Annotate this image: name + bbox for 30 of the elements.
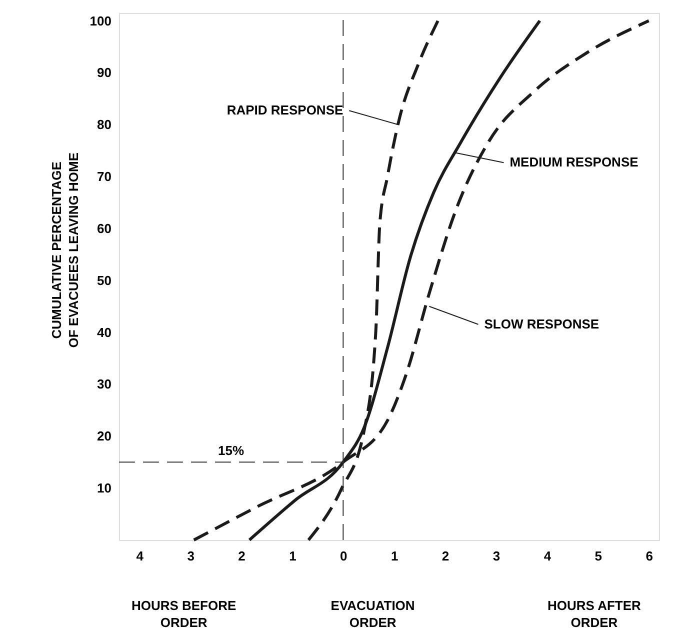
- y-tick-label: 100: [90, 13, 112, 28]
- y-tick-label: 60: [97, 220, 112, 236]
- text: HOURS AFTER ORDER: [547, 598, 642, 630]
- x-tick-label: 0: [340, 548, 348, 564]
- y-tick-label: 30: [97, 376, 112, 392]
- y-tick-label: 40: [97, 324, 112, 340]
- ref-line-label: 15%: [218, 443, 245, 458]
- annotation: MEDIUM RESPONSE: [510, 154, 639, 170]
- x-tick-label: 2: [238, 548, 246, 564]
- text: HOURS BEFORE ORDER: [131, 598, 236, 630]
- annotation: RAPID RESPONSE: [226, 102, 344, 118]
- x-tick-label: 4: [544, 548, 552, 564]
- x-tick-label: 3: [492, 548, 500, 564]
- annotation: SLOW RESPONSE: [484, 316, 600, 332]
- y-tick-label: 80: [97, 117, 112, 132]
- line-series: [192, 19, 650, 542]
- y-tick-label: 50: [97, 272, 112, 288]
- x-tick-label: 1: [390, 548, 398, 564]
- y-axis-title: CUMULATIVE PERCENTAGE OF EVACUEES LEAVING HOME: [49, 152, 81, 348]
- y-tick-label: 20: [97, 428, 112, 444]
- x-tick-label: 6: [646, 548, 653, 564]
- x-tick-label: 4: [136, 548, 144, 564]
- x-tick-label: 1: [289, 548, 296, 564]
- x-tick-label: 5: [594, 548, 602, 564]
- x-tick-label: 3: [187, 548, 194, 564]
- y-tick-label: 10: [97, 480, 112, 496]
- y-tick-label: 70: [97, 169, 112, 184]
- y-tick-label: 90: [97, 65, 112, 80]
- x-tick-label: 2: [442, 548, 450, 564]
- text: EVACUATION ORDER: [330, 598, 415, 630]
